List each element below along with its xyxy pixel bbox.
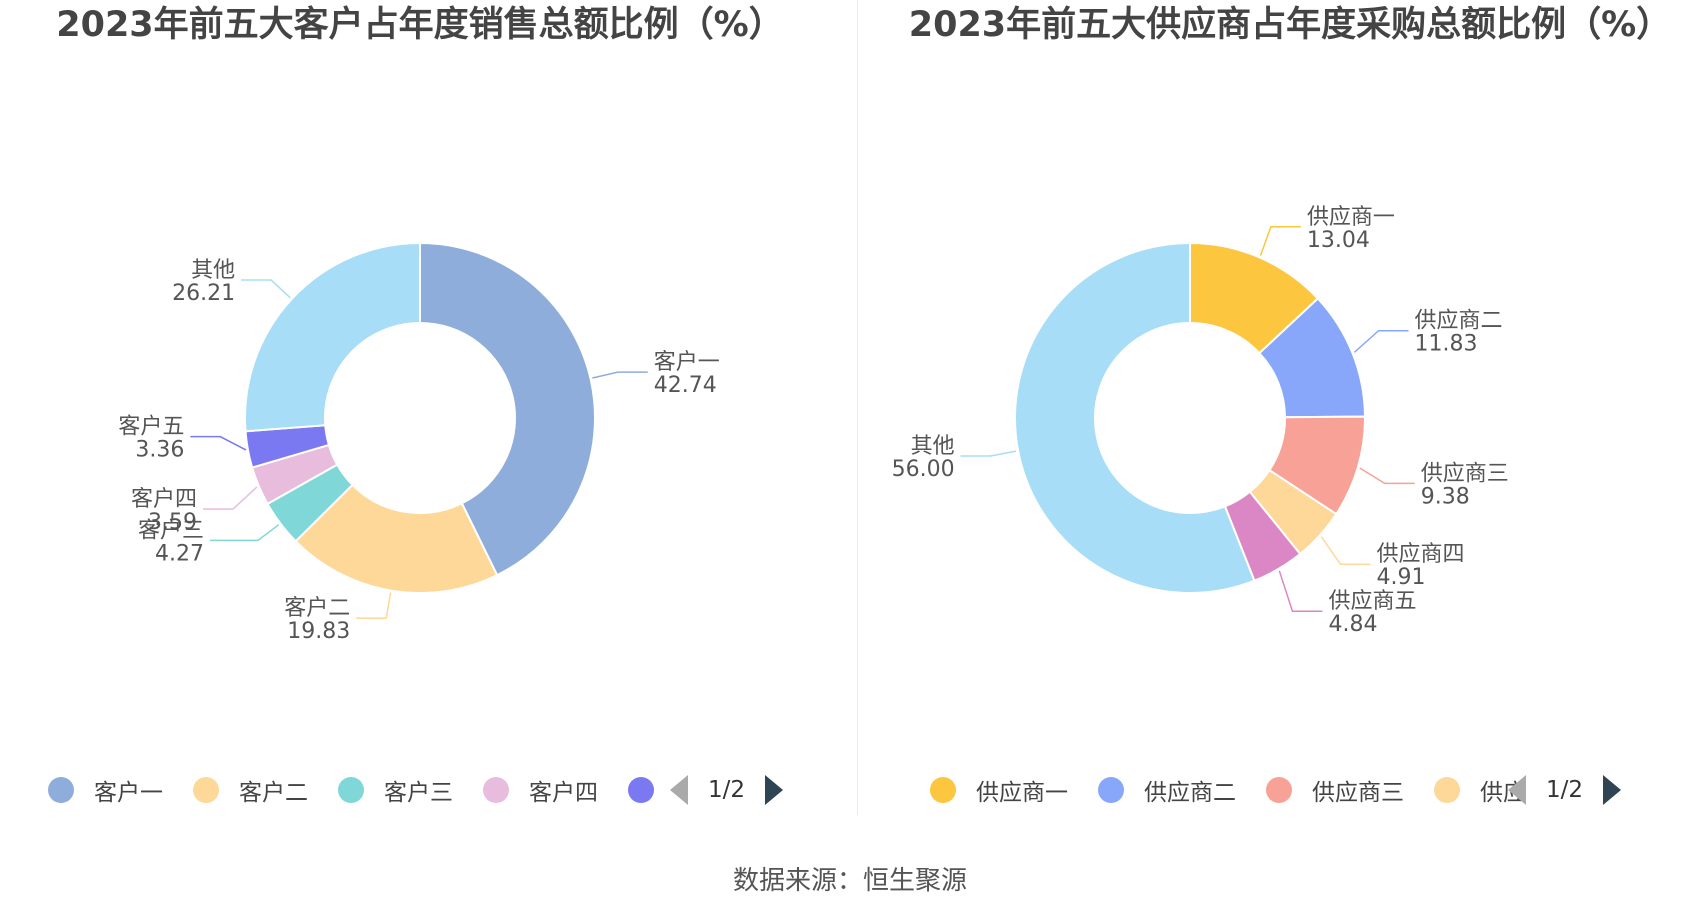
legend-dot [1098,777,1124,803]
slice-label-name: 其他 [911,434,955,459]
legend-pager: 1/2 [1508,770,1622,810]
leader-line-6 [960,450,1017,457]
legend-dot [48,777,74,803]
slice-label-value: 4.27 [155,541,204,566]
slice-label-value: 11.83 [1415,332,1478,357]
leader-line-6 [241,279,291,299]
slice-label-value: 19.83 [287,619,350,644]
leader-line-2 [356,592,392,619]
slice-label-name: 客户一 [654,350,720,375]
legend-item-1[interactable]: 客户一 [48,770,163,810]
legend-label: 客户四 [529,780,598,806]
leader-line-4 [1320,536,1371,565]
slice-label-value: 56.00 [892,457,955,482]
legend-label: 客户一 [94,780,163,806]
slice-label-name: 供应商三 [1421,461,1509,486]
slice-label-name: 客户四 [131,487,197,512]
chart-title: 2023年前五大供应商占年度采购总额比例（%） [908,5,1672,45]
slice-6[interactable] [244,241,421,433]
leader-line-4 [203,486,258,510]
panel-divider [857,0,858,815]
leader-line-3 [210,524,280,542]
slice-label-value: 4.84 [1328,612,1377,637]
pager-text: 1/2 [708,777,746,803]
leader-line-1 [592,371,648,379]
slice-label-value: 42.74 [654,373,717,398]
slice-label-name: 供应商二 [1415,309,1503,334]
legend-item-3[interactable]: 供应商三 [1266,770,1404,810]
slice-label-value: 3.59 [148,510,197,535]
legend-item-3[interactable]: 客户三 [338,770,453,810]
slice-label-name: 供应商四 [1377,542,1465,567]
legend-item-1[interactable]: 供应商一 [930,770,1068,810]
legend-pager: 1/2 [670,770,784,810]
leader-line-3 [1359,467,1415,485]
legend-item-4[interactable]: 客户四 [483,770,598,810]
slice-label-value: 13.04 [1307,228,1370,253]
data-source-note: 数据来源：恒生聚源 [732,866,967,896]
legend-dot [483,777,509,803]
legend-item-5[interactable] [628,770,654,810]
pager-next-icon[interactable] [765,775,784,805]
legend-label: 客户三 [384,780,453,806]
slice-2[interactable] [294,483,499,594]
legend-label: 供应商二 [1144,780,1236,806]
slice-label-value: 26.21 [172,281,235,306]
legend-dot [338,777,364,803]
slice-label-value: 9.38 [1421,484,1470,509]
leader-line-1 [1259,226,1301,256]
leader-line-2 [1353,329,1409,353]
legend-item-2[interactable]: 客户二 [193,770,308,810]
leader-line-5 [1278,570,1323,612]
slice-label-name: 其他 [191,258,235,283]
slice-1[interactable] [419,241,596,577]
slice-label-value: 3.36 [135,438,184,463]
slice-label-name: 客户五 [118,415,184,440]
pager-prev-icon[interactable] [670,775,688,805]
legend-dot [193,777,219,803]
legend-dot [1266,777,1292,803]
slice-label-name: 供应商一 [1307,205,1395,230]
slice-label-name: 供应商五 [1328,589,1416,614]
legend-label: 供应商三 [1312,780,1404,806]
leader-line-5 [190,435,247,451]
slice-label-value: 4.91 [1377,565,1426,590]
chart-title: 2023年前五大客户占年度销售总额比例（%） [56,5,784,45]
supplier-chart-panel: 2023年前五大供应商占年度采购总额比例（%） 供应商一 13.04 供应商二 11.… [850,0,1700,820]
pager-text: 1/2 [1546,777,1584,803]
slice-label-name: 客户二 [284,596,350,621]
legend-label: 供应商一 [976,780,1068,806]
legend-dot [930,777,956,803]
customer-chart-panel: 2023年前五大客户占年度销售总额比例（%） 客户一 42.74 客户二 19.83 客… [0,0,850,820]
pager-prev-icon[interactable] [1508,775,1526,805]
legend-label: 客户二 [239,780,308,806]
legend-dot [628,777,654,803]
legend-dot [1434,777,1460,803]
legend-item-2[interactable]: 供应商二 [1098,770,1236,810]
pager-next-icon[interactable] [1603,775,1622,805]
slice-label-name: 客户三 [138,518,204,543]
slice-6[interactable] [1014,241,1256,594]
